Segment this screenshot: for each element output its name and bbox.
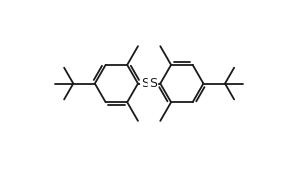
Text: S: S — [149, 77, 157, 90]
Text: S: S — [141, 77, 149, 90]
